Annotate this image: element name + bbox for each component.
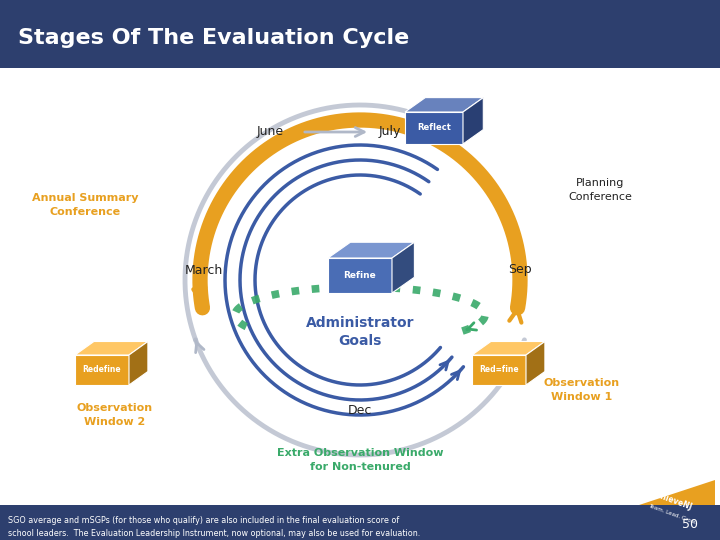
Polygon shape <box>630 480 715 540</box>
Text: 50: 50 <box>682 518 698 531</box>
Text: Administrator
Goals: Administrator Goals <box>306 316 414 348</box>
Text: SGO average and mSGPs (for those who qualify) are also included in the final eva: SGO average and mSGPs (for those who qua… <box>8 516 420 537</box>
Text: Planning
Conference: Planning Conference <box>568 178 632 201</box>
Polygon shape <box>526 341 545 385</box>
Polygon shape <box>392 242 415 293</box>
Text: March: March <box>185 264 223 276</box>
Polygon shape <box>328 258 392 293</box>
Text: Stages Of The Evaluation Cycle: Stages Of The Evaluation Cycle <box>18 28 409 48</box>
Text: Extra Observation Window
for Non-tenured: Extra Observation Window for Non-tenured <box>276 448 444 471</box>
Bar <box>0 505 720 540</box>
Text: Sep: Sep <box>508 264 532 276</box>
Text: Observation
Window 1: Observation Window 1 <box>544 379 620 402</box>
Polygon shape <box>328 242 415 258</box>
Text: Redefine: Redefine <box>83 366 121 375</box>
Polygon shape <box>472 355 526 385</box>
Text: June: June <box>256 125 284 138</box>
Text: AchieveNJ: AchieveNJ <box>650 489 694 512</box>
Text: July: July <box>379 125 401 138</box>
Text: Reflect: Reflect <box>417 124 451 132</box>
Polygon shape <box>129 341 148 385</box>
Text: Dec: Dec <box>348 403 372 416</box>
Text: Annual Summary
Conference: Annual Summary Conference <box>32 193 138 217</box>
Polygon shape <box>405 98 483 112</box>
Text: Team. Lead. Grow.: Team. Lead. Grow. <box>647 503 696 525</box>
Polygon shape <box>405 112 463 144</box>
Text: Red=fine: Red=fine <box>480 366 519 375</box>
Bar <box>0 0 720 68</box>
Text: Refine: Refine <box>343 271 377 280</box>
Polygon shape <box>472 341 545 355</box>
Polygon shape <box>75 341 148 355</box>
Polygon shape <box>75 355 129 385</box>
Polygon shape <box>463 98 483 144</box>
Text: Observation
Window 2: Observation Window 2 <box>77 403 153 427</box>
